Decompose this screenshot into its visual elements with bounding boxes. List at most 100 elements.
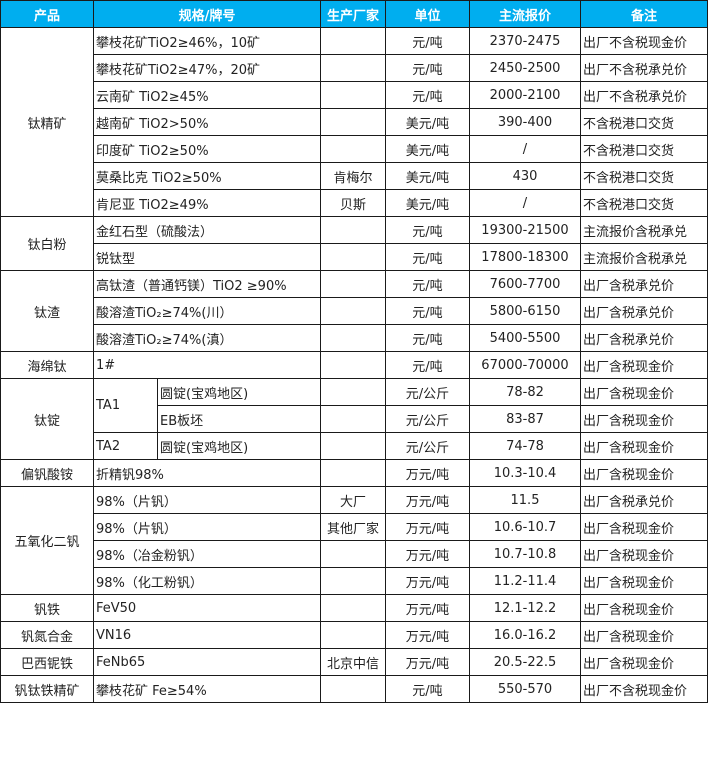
unit-cell: 元/吨 [385, 351, 470, 379]
note-cell: 出厂含税承兑价 [580, 324, 708, 352]
spec-cell: 攀枝花矿 Fe≥54% [93, 675, 321, 703]
unit-cell: 美元/吨 [385, 108, 470, 136]
unit-cell: 万元/吨 [385, 648, 470, 676]
note-cell: 不含税港口交货 [580, 108, 708, 136]
table-row: 钒氮合金 VN16 万元/吨 16.0-16.2 出厂含税现金价 [0, 621, 708, 649]
price-cell: 12.1-12.2 [469, 594, 581, 622]
table-row: 海绵钛 1# 元/吨 67000-70000 出厂含税现金价 [0, 351, 708, 379]
maker-cell [320, 54, 386, 82]
maker-cell [320, 378, 386, 406]
unit-cell: 万元/吨 [385, 594, 470, 622]
header-note: 备注 [580, 0, 708, 28]
spec-cell: 98%（片钒） [93, 486, 321, 514]
unit-cell: 万元/吨 [385, 540, 470, 568]
price-cell: 2370-2475 [469, 27, 581, 55]
note-cell: 出厂含税现金价 [580, 432, 708, 460]
maker-cell [320, 567, 386, 595]
spec-cell: 98%（冶金粉钒） [93, 540, 321, 568]
spec-cell: 越南矿 TiO2>50% [93, 108, 321, 136]
price-cell: 10.6-10.7 [469, 513, 581, 541]
unit-cell: 万元/吨 [385, 513, 470, 541]
spec-cell: 1# [93, 351, 321, 379]
unit-cell: 元/公斤 [385, 378, 470, 406]
maker-cell [320, 324, 386, 352]
maker-cell [320, 540, 386, 568]
table-row: 肯尼亚 TiO2≥49% 贝斯 美元/吨 / 不含税港口交货 [1, 189, 708, 217]
unit-cell: 美元/吨 [385, 162, 470, 190]
product-cell: 钒铁 [0, 594, 94, 622]
spec-cell: 莫桑比克 TiO2≥50% [93, 162, 321, 190]
maker-cell: 贝斯 [320, 189, 386, 217]
spec-cell: 圆锭(宝鸡地区) [157, 432, 321, 460]
spec-cell: FeNb65 [93, 648, 321, 676]
price-cell: / [469, 189, 581, 217]
price-cell: 7600-7700 [469, 270, 581, 298]
table-row: 98%（化工粉钒） 万元/吨 11.2-11.4 出厂含税现金价 [1, 567, 708, 595]
note-cell: 出厂含税承兑价 [580, 486, 708, 514]
table-body: 钛精矿 攀枝花矿TiO2≥46%，10矿 元/吨 2370-2475 出厂不含税现金价攀… [0, 27, 708, 703]
maker-cell [320, 459, 386, 487]
price-cell: 74-78 [469, 432, 581, 460]
price-cell: 11.2-11.4 [469, 567, 581, 595]
spec-cell: 攀枝花矿TiO2≥47%，20矿 [93, 54, 321, 82]
unit-cell: 万元/吨 [385, 567, 470, 595]
price-cell: 5400-5500 [469, 324, 581, 352]
price-cell: 16.0-16.2 [469, 621, 581, 649]
maker-cell [320, 594, 386, 622]
unit-cell: 元/吨 [385, 54, 470, 82]
note-cell: 不含税港口交货 [580, 189, 708, 217]
spec-cell: 圆锭(宝鸡地区) [157, 378, 321, 406]
note-cell: 出厂不含税承兑价 [580, 81, 708, 109]
price-cell: 19300-21500 [469, 216, 581, 244]
spec-cell: FeV50 [93, 594, 321, 622]
product-cell: 巴西铌铁 [0, 648, 94, 676]
note-cell: 出厂含税现金价 [580, 378, 708, 406]
price-cell: 78-82 [469, 378, 581, 406]
unit-cell: 万元/吨 [385, 621, 470, 649]
table-row: 越南矿 TiO2>50% 美元/吨 390-400 不含税港口交货 [1, 108, 708, 136]
header-row: 产品 规格/牌号 生产厂家 单位 主流报价 备注 [0, 0, 708, 28]
maker-cell [320, 621, 386, 649]
maker-cell [320, 27, 386, 55]
price-cell: 67000-70000 [469, 351, 581, 379]
price-cell: 430 [469, 162, 581, 190]
table-row: 钛精矿 攀枝花矿TiO2≥46%，10矿 元/吨 2370-2475 出厂不含税现金价 [0, 27, 708, 217]
product-cell: 钒氮合金 [0, 621, 94, 649]
spec-cell: 98%（片钒） [93, 513, 321, 541]
unit-cell: 元/吨 [385, 243, 470, 271]
note-cell: 出厂含税现金价 [580, 540, 708, 568]
price-cell: 10.3-10.4 [469, 459, 581, 487]
note-cell: 不含税港口交货 [580, 162, 708, 190]
spec-cell: 折精钒98% [93, 459, 321, 487]
unit-cell: 元/公斤 [385, 405, 470, 433]
spec-cell: 肯尼亚 TiO2≥49% [93, 189, 321, 217]
price-cell: / [469, 135, 581, 163]
table-row: 98%（冶金粉钒） 万元/吨 10.7-10.8 出厂含税现金价 [1, 540, 708, 568]
maker-cell [320, 351, 386, 379]
spec-cell: 酸溶渣TiO₂≥74%(川） [93, 297, 321, 325]
table-row: 钛渣 高钛渣（普通钙镁）TiO2 ≥90% 元/吨 7600-7700 出厂含税承兑价 [0, 270, 708, 352]
table-row: 锐钛型 元/吨 17800-18300 主流报价含税承兑 [1, 243, 708, 271]
note-cell: 出厂含税现金价 [580, 405, 708, 433]
note-cell: 出厂不含税现金价 [580, 675, 708, 703]
table-row: 五氧化二钒 98%（片钒） 大厂 万元/吨 11.5 出厂含税承兑价 [0, 486, 708, 595]
table-row: 酸溶渣TiO₂≥74%(川） 元/吨 5800-6150 出厂含税承兑价 [1, 297, 708, 325]
note-cell: 出厂含税现金价 [580, 567, 708, 595]
maker-cell: 大厂 [320, 486, 386, 514]
unit-cell: 元/吨 [385, 27, 470, 55]
unit-cell: 元/吨 [385, 297, 470, 325]
note-cell: 出厂含税承兑价 [580, 297, 708, 325]
table-row: 钛白粉 金红石型（硫酸法） 元/吨 19300-21500 主流报价含税承兑 [0, 216, 708, 271]
unit-cell: 元/吨 [385, 675, 470, 703]
table-row: 莫桑比克 TiO2≥50% 肯梅尔 美元/吨 430 不含税港口交货 [1, 162, 708, 190]
unit-cell: 美元/吨 [385, 189, 470, 217]
price-cell: 2000-2100 [469, 81, 581, 109]
table-row: TA2 圆锭(宝鸡地区) 元/公斤 74-78 出厂含税现金价 [1, 432, 708, 460]
product-cell: 钛精矿 [0, 27, 94, 217]
maker-cell: 其他厂家 [320, 513, 386, 541]
maker-cell [320, 432, 386, 460]
product-cell: 钛白粉 [0, 216, 94, 271]
note-cell: 不含税港口交货 [580, 135, 708, 163]
price-cell: 83-87 [469, 405, 581, 433]
price-cell: 17800-18300 [469, 243, 581, 271]
